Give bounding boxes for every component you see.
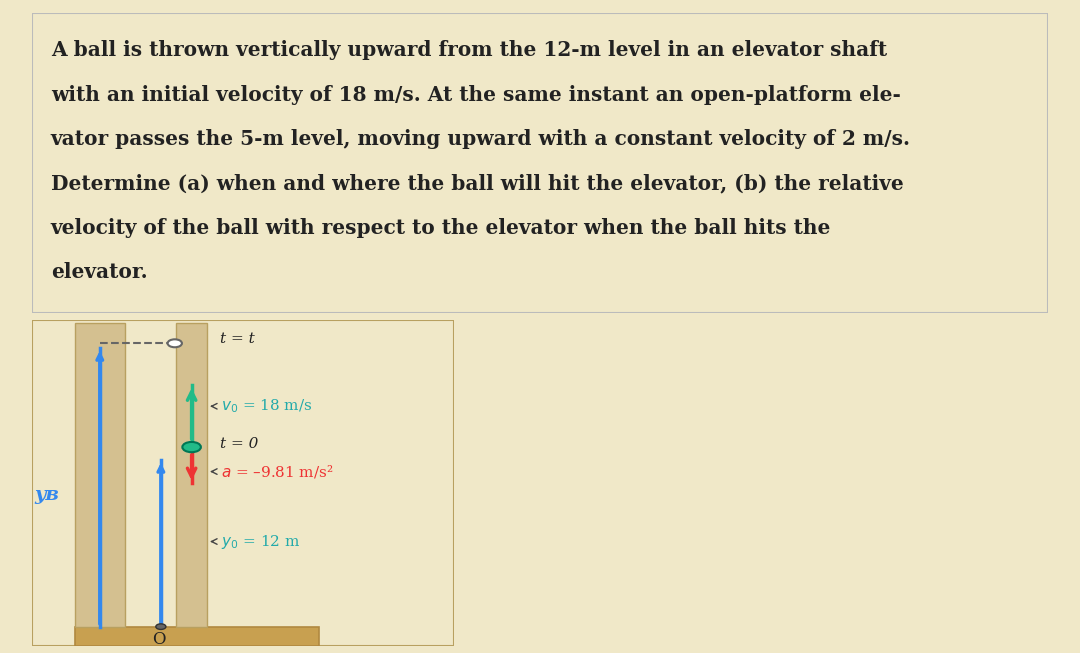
FancyBboxPatch shape	[32, 13, 1048, 313]
Text: t = t: t = t	[220, 332, 255, 345]
Text: elevator.: elevator.	[51, 263, 147, 282]
Bar	[75, 323, 125, 627]
Text: yʙ: yʙ	[35, 486, 59, 504]
Text: with an initial velocity of 18 m/s. At the same instant an open-platform ele-: with an initial velocity of 18 m/s. At t…	[51, 84, 901, 104]
Text: $y_0$ = 12 m: $y_0$ = 12 m	[220, 533, 300, 550]
Text: $a$ = –9.81 m/s²: $a$ = –9.81 m/s²	[220, 463, 333, 480]
Text: t = 0: t = 0	[220, 437, 258, 451]
Text: velocity of the ball with respect to the elevator when the ball hits the: velocity of the ball with respect to the…	[51, 218, 831, 238]
Text: $v_0$ = 18 m/s: $v_0$ = 18 m/s	[220, 398, 312, 415]
Circle shape	[167, 340, 181, 347]
Bar	[176, 323, 207, 627]
Text: O: O	[152, 631, 166, 648]
FancyBboxPatch shape	[32, 320, 454, 646]
Text: A ball is thrown vertically upward from the 12-m level in an elevator shaft: A ball is thrown vertically upward from …	[51, 40, 887, 60]
Text: Determine (a) when and where the ball will hit the elevator, (b) the relative: Determine (a) when and where the ball wi…	[51, 174, 904, 193]
Circle shape	[183, 442, 201, 452]
Circle shape	[156, 624, 166, 629]
Bar	[75, 627, 319, 646]
Text: vator passes the 5-m level, moving upward with a constant velocity of 2 m/s.: vator passes the 5-m level, moving upwar…	[51, 129, 910, 149]
